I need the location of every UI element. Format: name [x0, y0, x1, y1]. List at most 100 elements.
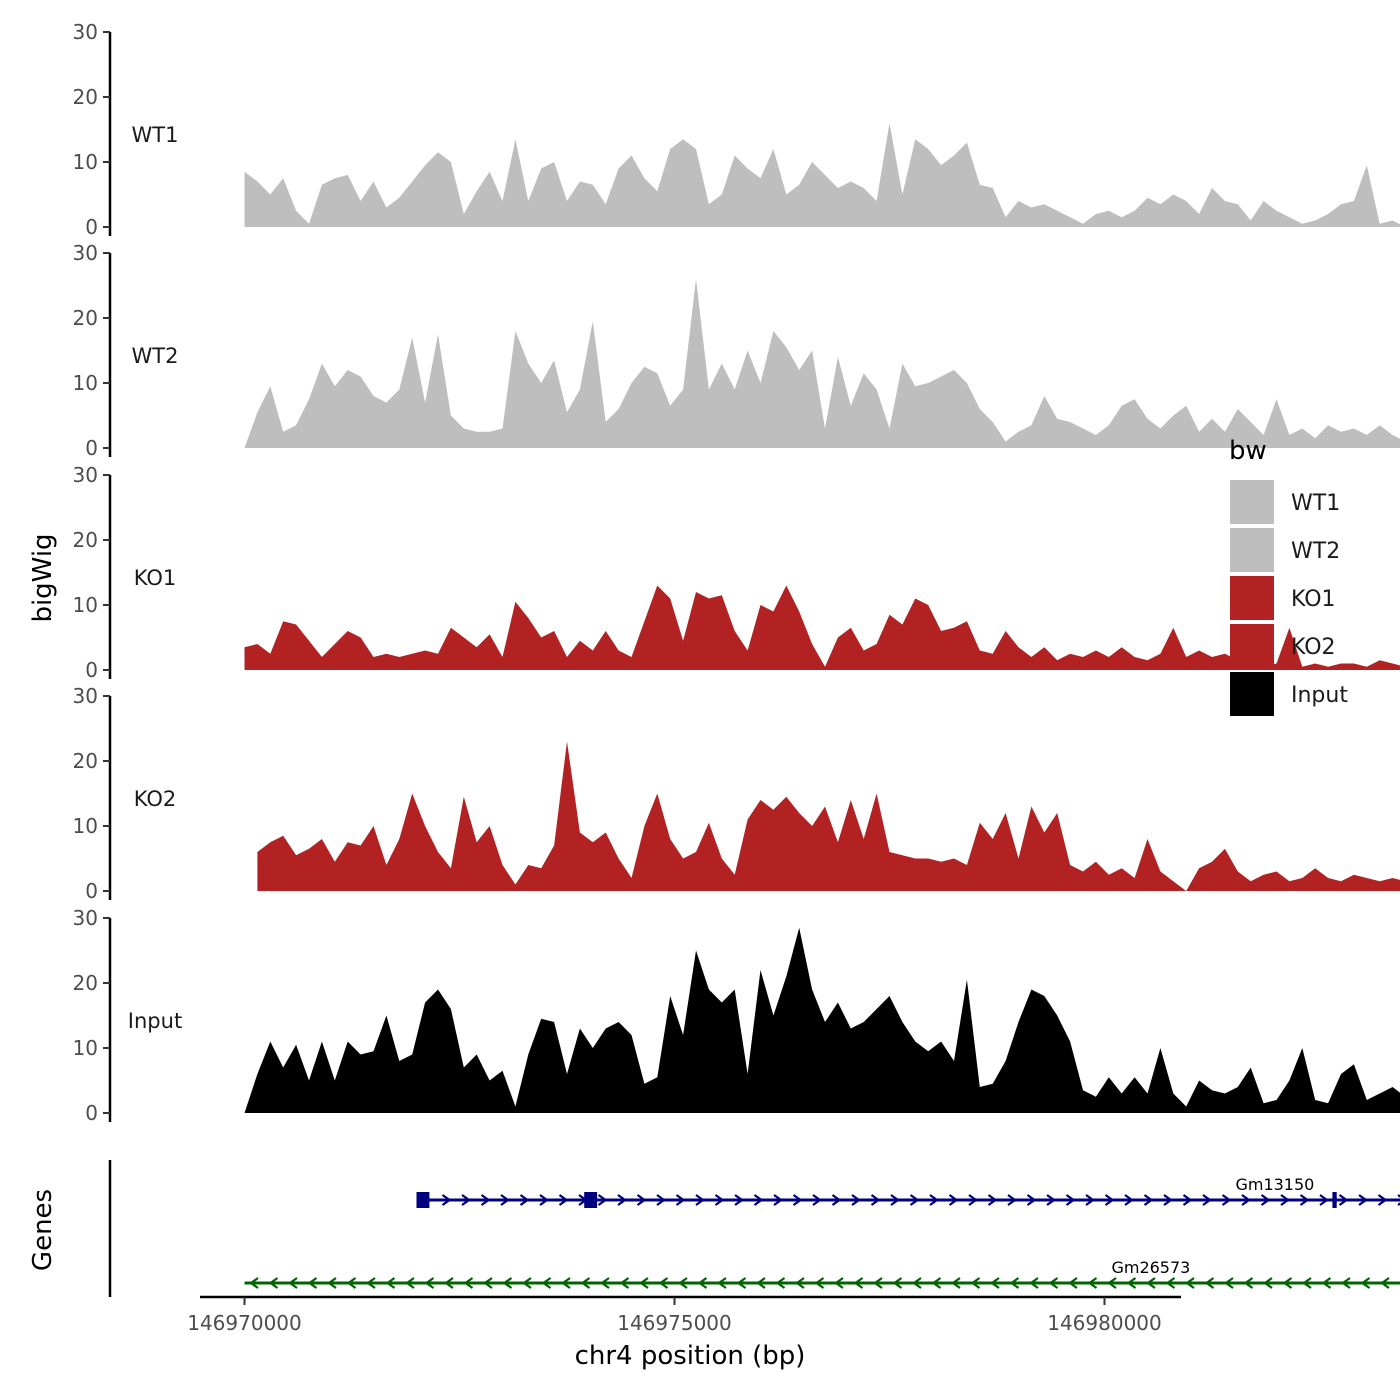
- strand-arrow: [522, 1277, 532, 1289]
- strand-arrow: [463, 1277, 474, 1289]
- genes-axis-title: Genes: [28, 1189, 58, 1271]
- strand-arrow: [1182, 1194, 1193, 1206]
- strand-arrow: [1321, 1277, 1332, 1289]
- strand-arrow: [561, 1277, 571, 1289]
- legend-entry-ko1: KO1: [1230, 576, 1336, 620]
- strand-arrow: [678, 1277, 688, 1289]
- strand-arrow: [461, 1194, 471, 1206]
- gene-gm26573: Gm26573: [244, 1258, 1400, 1289]
- strand-arrow: [753, 1194, 764, 1206]
- strand-arrow: [268, 1277, 279, 1289]
- strand-arrow: [597, 1194, 608, 1206]
- strand-arrow: [1260, 1194, 1271, 1206]
- strand-arrow: [890, 1194, 900, 1206]
- legend-entry-input: Input: [1230, 672, 1348, 716]
- y-tick-label: 0: [85, 879, 98, 903]
- y-tick-label: 30: [73, 906, 98, 930]
- strand-arrow: [1026, 1194, 1037, 1206]
- exon: [584, 1192, 598, 1208]
- strand-arrow: [1341, 1277, 1351, 1289]
- strand-arrow: [1282, 1277, 1293, 1289]
- strand-arrow: [831, 1194, 842, 1206]
- legend-entry-ko2: KO2: [1230, 624, 1336, 668]
- legend-label: Input: [1291, 683, 1348, 708]
- strand-arrow: [1204, 1277, 1215, 1289]
- strand-arrow: [873, 1277, 883, 1289]
- y-tick-label: 20: [73, 306, 98, 330]
- strand-arrow: [1358, 1194, 1368, 1206]
- strand-arrow: [1221, 1194, 1232, 1206]
- strand-arrow: [1241, 1194, 1251, 1206]
- y-tick-label: 20: [73, 528, 98, 552]
- strand-arrow: [931, 1277, 942, 1289]
- strand-arrow: [639, 1277, 649, 1289]
- strand-arrow: [951, 1277, 961, 1289]
- strand-arrow: [756, 1277, 766, 1289]
- strand-arrow: [990, 1277, 1000, 1289]
- y-tick-label: 30: [73, 684, 98, 708]
- y-tick-label: 30: [73, 241, 98, 265]
- gene-label: Gm13150: [1235, 1175, 1314, 1194]
- strand-arrow: [1319, 1194, 1329, 1206]
- y-tick-label: 0: [85, 658, 98, 682]
- coverage-area-input: [244, 927, 1400, 1113]
- strand-arrow: [1263, 1277, 1273, 1289]
- strand-arrow: [1360, 1277, 1371, 1289]
- legend-swatch: [1230, 624, 1274, 668]
- legend-label: WT2: [1291, 539, 1340, 564]
- strand-arrow: [1243, 1277, 1254, 1289]
- strand-arrow: [619, 1277, 630, 1289]
- y-tick-label: 0: [85, 1101, 98, 1125]
- strand-arrow: [1068, 1277, 1078, 1289]
- strand-arrow: [656, 1194, 666, 1206]
- strand-arrow: [851, 1194, 861, 1206]
- legend-label: WT1: [1291, 491, 1340, 516]
- y-tick-label: 10: [73, 593, 98, 617]
- track-label: WT1: [132, 123, 179, 147]
- strand-arrow: [1087, 1277, 1098, 1289]
- strand-arrow: [970, 1277, 981, 1289]
- strand-arrow: [1299, 1194, 1310, 1206]
- strand-arrow: [1029, 1277, 1039, 1289]
- strand-arrow: [812, 1194, 822, 1206]
- strand-arrow: [792, 1194, 803, 1206]
- strand-arrow: [714, 1194, 725, 1206]
- y-tick-label: 10: [73, 1036, 98, 1060]
- track-wt1: 0 10 20 30 WT1: [73, 20, 1400, 239]
- strand-arrow: [444, 1277, 454, 1289]
- coverage-area-ko1: [244, 585, 1400, 670]
- strand-arrow: [483, 1277, 493, 1289]
- strand-arrow: [795, 1277, 805, 1289]
- strand-arrow: [480, 1194, 491, 1206]
- strand-arrow: [1338, 1194, 1349, 1206]
- strand-arrow: [1143, 1194, 1154, 1206]
- strand-arrow: [775, 1277, 786, 1289]
- gene-label: Gm26573: [1111, 1258, 1190, 1277]
- coverage-tracks: 0 10 20 30 WT1 0 10 20 30 WT2 0 10 20 30 KO1 0 10 20 30 KO2…: [73, 20, 1400, 1125]
- coverage-area-wt1: [244, 123, 1400, 227]
- strand-arrow: [870, 1194, 881, 1206]
- strand-arrow: [1107, 1277, 1117, 1289]
- strand-arrow: [736, 1277, 747, 1289]
- strand-arrow: [1046, 1194, 1056, 1206]
- strand-arrow: [288, 1277, 298, 1289]
- y-tick-label: 10: [73, 150, 98, 174]
- track-ko1: 0 10 20 30 KO1: [73, 463, 1400, 682]
- strand-arrow: [1185, 1277, 1195, 1289]
- legend-swatch: [1230, 672, 1274, 716]
- strand-arrow: [1380, 1277, 1390, 1289]
- strand-arrow: [307, 1277, 318, 1289]
- strand-arrow: [405, 1277, 415, 1289]
- strand-arrow: [617, 1194, 627, 1206]
- strand-arrow: [600, 1277, 610, 1289]
- y-tick-label: 10: [73, 814, 98, 838]
- strand-arrow: [636, 1194, 647, 1206]
- strand-arrow: [834, 1277, 844, 1289]
- strand-arrow: [658, 1277, 669, 1289]
- y-axis-title: bigWig: [28, 533, 58, 622]
- strand-arrow: [853, 1277, 864, 1289]
- strand-arrow: [580, 1277, 591, 1289]
- strand-arrow: [1126, 1277, 1137, 1289]
- strand-arrow: [1104, 1194, 1115, 1206]
- y-tick-label: 0: [85, 215, 98, 239]
